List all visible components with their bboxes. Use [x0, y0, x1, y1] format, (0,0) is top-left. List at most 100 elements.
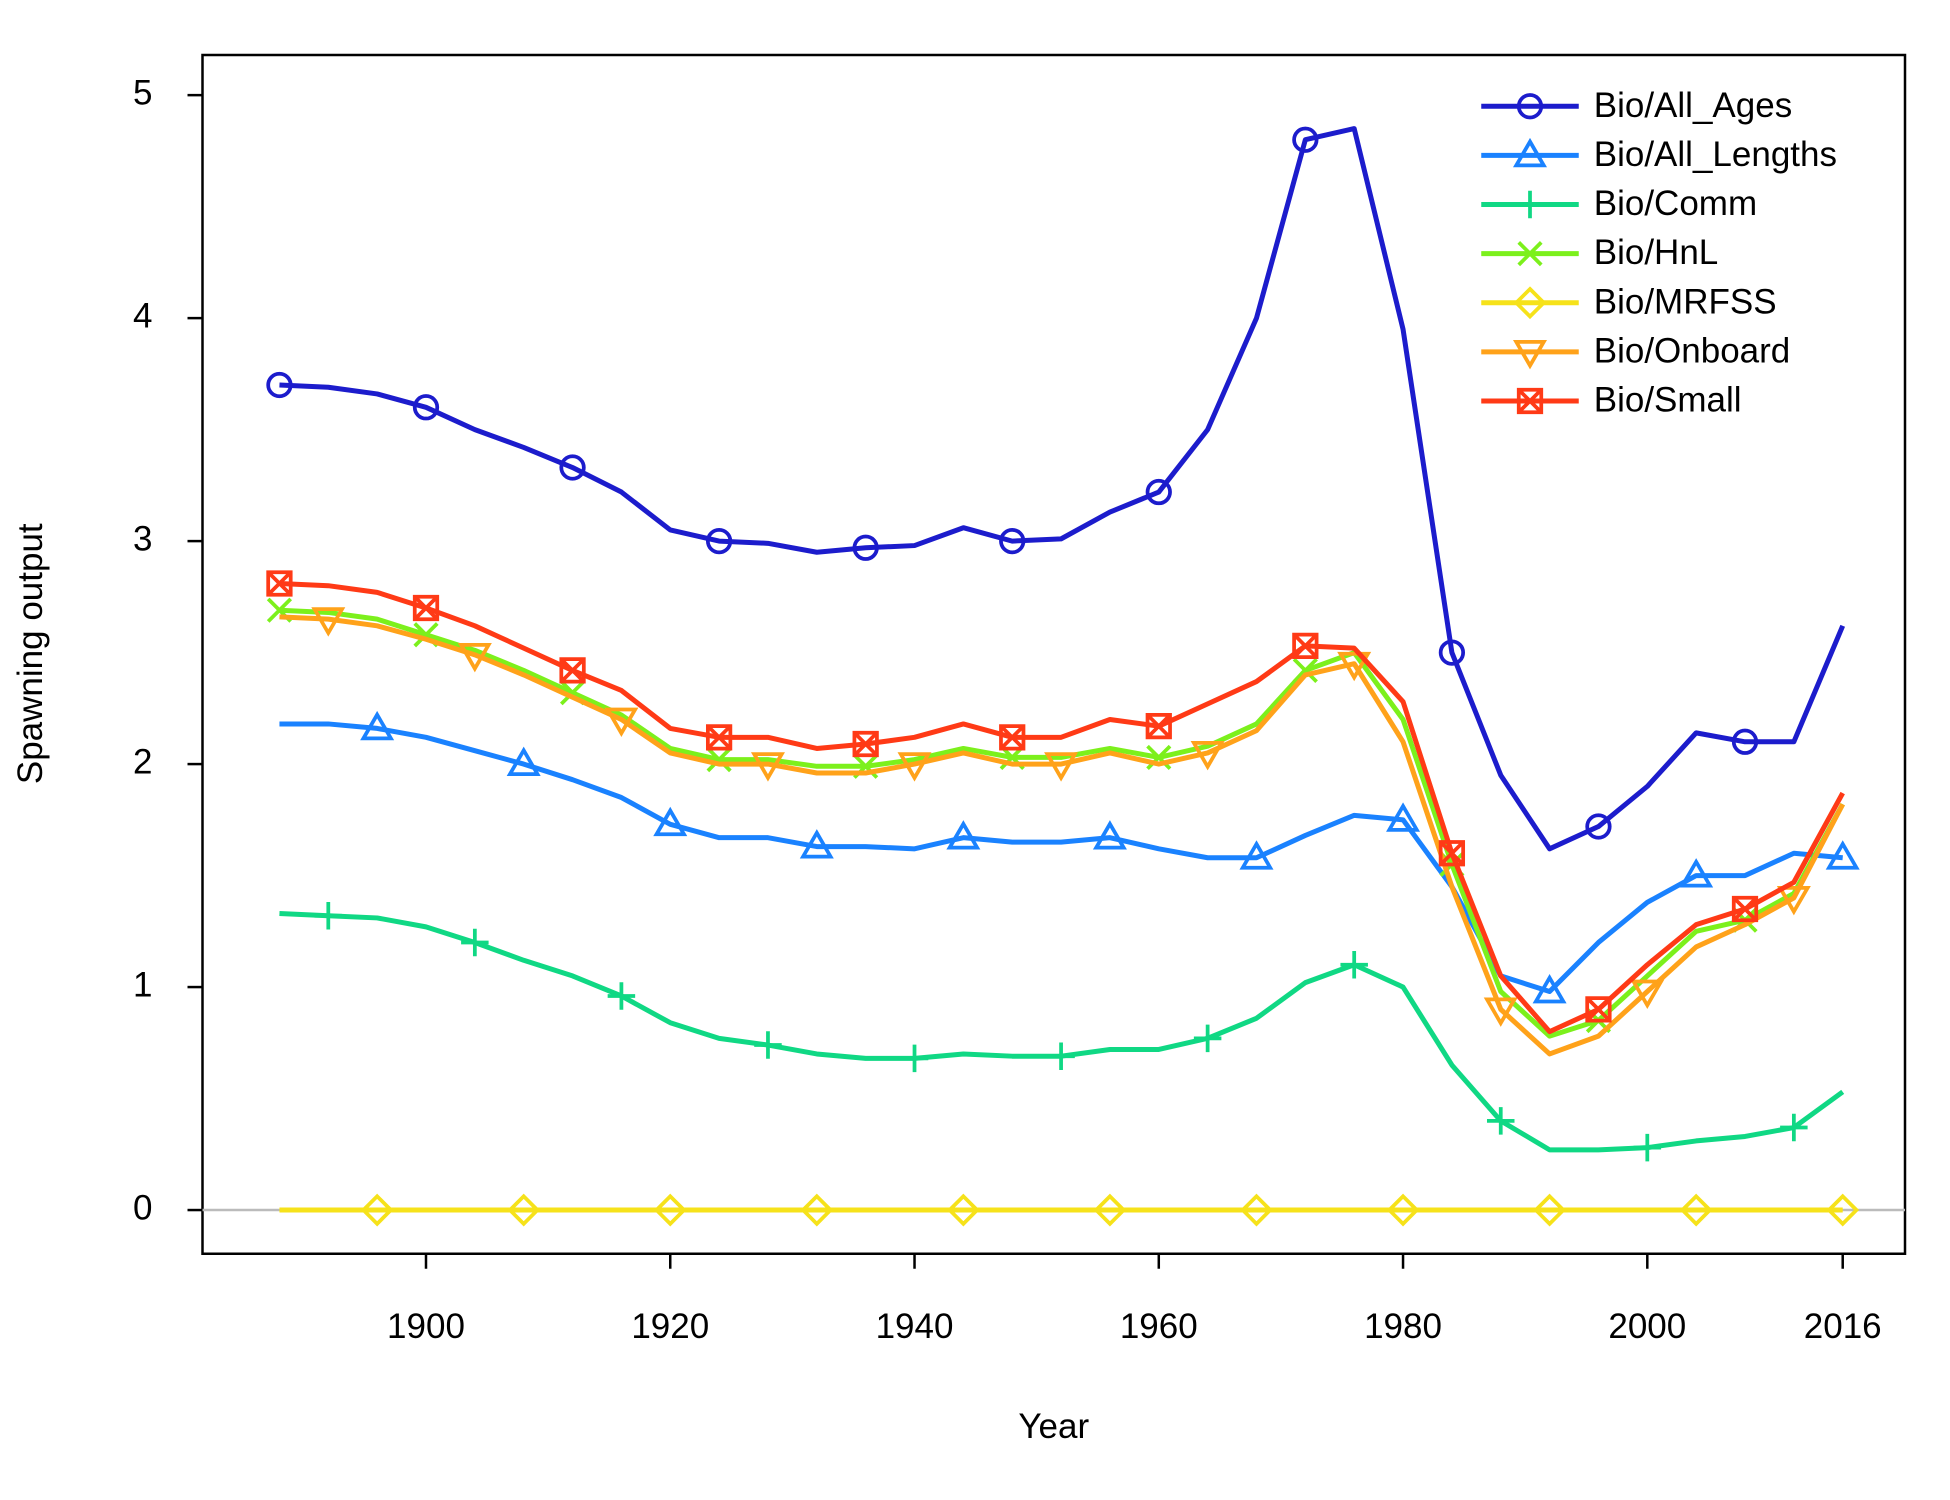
marker — [506, 746, 541, 776]
series-line — [279, 580, 1845, 1035]
marker — [705, 724, 733, 751]
marker — [1337, 651, 1372, 682]
marker — [1533, 1193, 1567, 1227]
marker — [653, 1193, 687, 1227]
marker — [1517, 241, 1543, 267]
marker — [1826, 1193, 1860, 1227]
marker — [1292, 657, 1318, 684]
marker — [1679, 1193, 1713, 1227]
marker — [799, 829, 834, 859]
series-line — [279, 614, 1845, 1057]
marker — [1513, 286, 1547, 320]
marker — [360, 1193, 394, 1227]
marker — [946, 1193, 980, 1227]
marker — [1825, 840, 1860, 870]
marker — [750, 752, 785, 782]
marker — [1731, 728, 1759, 755]
marker — [1047, 1042, 1075, 1070]
marker — [266, 371, 293, 399]
marker — [1438, 639, 1466, 666]
legend-label: Bio/Comm — [1594, 184, 1757, 223]
marker — [1532, 974, 1567, 1004]
series-line — [279, 126, 1846, 852]
marker — [360, 710, 395, 741]
legend-label: Bio/All_Lengths — [1594, 135, 1837, 174]
marker — [412, 394, 440, 421]
marker — [1516, 387, 1544, 415]
y-axis-title: Spawning output — [11, 523, 50, 784]
marker — [1585, 996, 1612, 1023]
x-tick-label: 1980 — [1364, 1307, 1442, 1346]
marker — [559, 657, 586, 684]
marker — [314, 901, 343, 930]
marker — [1585, 813, 1612, 840]
marker — [607, 982, 636, 1010]
marker — [1145, 478, 1172, 506]
marker — [1193, 1024, 1222, 1053]
y-tick-label: 2 — [133, 742, 152, 781]
marker — [946, 820, 981, 850]
y-tick-label: 5 — [133, 73, 152, 112]
marker — [1483, 997, 1518, 1027]
marker — [1292, 126, 1319, 153]
marker — [1512, 340, 1548, 370]
marker — [706, 747, 732, 773]
marker — [1092, 820, 1127, 850]
marker — [311, 607, 346, 637]
series-line — [279, 607, 1845, 1039]
y-tick-label: 0 — [133, 1188, 152, 1227]
legend-label: Bio/All_Ages — [1594, 86, 1792, 125]
marker — [507, 1193, 541, 1227]
y-tick-label: 4 — [133, 296, 152, 335]
marker — [457, 642, 492, 673]
marker — [461, 928, 489, 957]
marker — [1386, 802, 1421, 832]
marker — [1731, 895, 1759, 923]
plot-frame — [201, 53, 1907, 1255]
marker — [897, 752, 932, 782]
marker — [999, 527, 1026, 555]
x-tick-label: 1920 — [631, 1307, 709, 1346]
marker — [999, 724, 1026, 751]
marker — [1512, 137, 1548, 168]
x-tick-label: 1900 — [387, 1307, 465, 1346]
legend-label: Bio/MRFSS — [1594, 282, 1777, 321]
legend-label: Bio/Onboard — [1594, 331, 1791, 370]
marker — [412, 594, 440, 622]
marker — [1780, 1113, 1808, 1142]
x-tick-label: 1940 — [876, 1307, 954, 1346]
marker — [705, 527, 733, 555]
x-tick-label: 2000 — [1608, 1307, 1686, 1346]
marker — [1145, 713, 1172, 740]
marker — [1340, 951, 1368, 979]
marker — [1240, 1193, 1273, 1227]
legend-label: Bio/Small — [1594, 381, 1742, 420]
marker — [653, 806, 688, 837]
x-tick-label: 2016 — [1804, 1307, 1882, 1346]
marker — [900, 1044, 929, 1073]
marker — [800, 1193, 834, 1227]
marker — [266, 570, 293, 597]
marker — [1044, 752, 1079, 782]
marker — [1292, 632, 1319, 660]
y-tick-label: 1 — [133, 965, 152, 1004]
marker — [852, 534, 879, 561]
marker — [1776, 885, 1811, 916]
x-axis-title: Year — [1018, 1407, 1089, 1446]
marker — [559, 454, 586, 481]
marker — [1633, 1133, 1662, 1162]
marker — [1438, 840, 1466, 867]
marker — [1516, 190, 1544, 219]
legend-label: Bio/HnL — [1594, 233, 1719, 272]
marker — [604, 707, 639, 737]
marker — [1239, 840, 1274, 870]
marker — [754, 1031, 782, 1059]
marker — [1516, 93, 1544, 120]
marker — [1679, 858, 1714, 888]
series-line — [279, 721, 1843, 995]
x-tick-label: 1960 — [1120, 1307, 1198, 1346]
marker — [1093, 1193, 1127, 1227]
marker — [1190, 741, 1225, 771]
